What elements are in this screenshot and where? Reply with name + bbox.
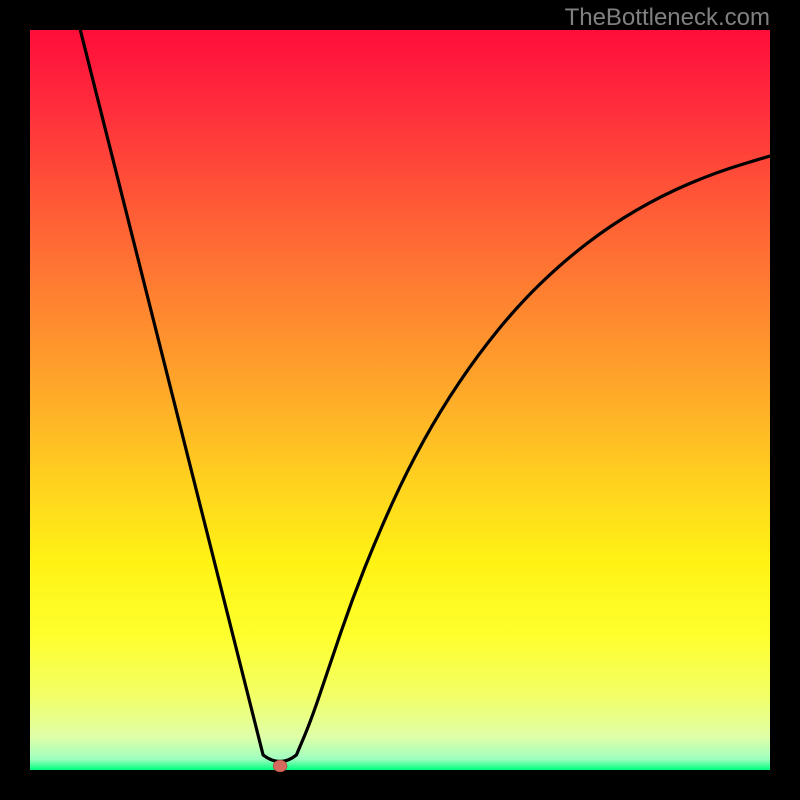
watermark-text: TheBottleneck.com [565,4,770,32]
bottleneck-curve [80,30,770,762]
optimum-marker-icon [273,760,287,772]
chart-svg [0,0,800,800]
stage: TheBottleneck.com [0,0,800,800]
